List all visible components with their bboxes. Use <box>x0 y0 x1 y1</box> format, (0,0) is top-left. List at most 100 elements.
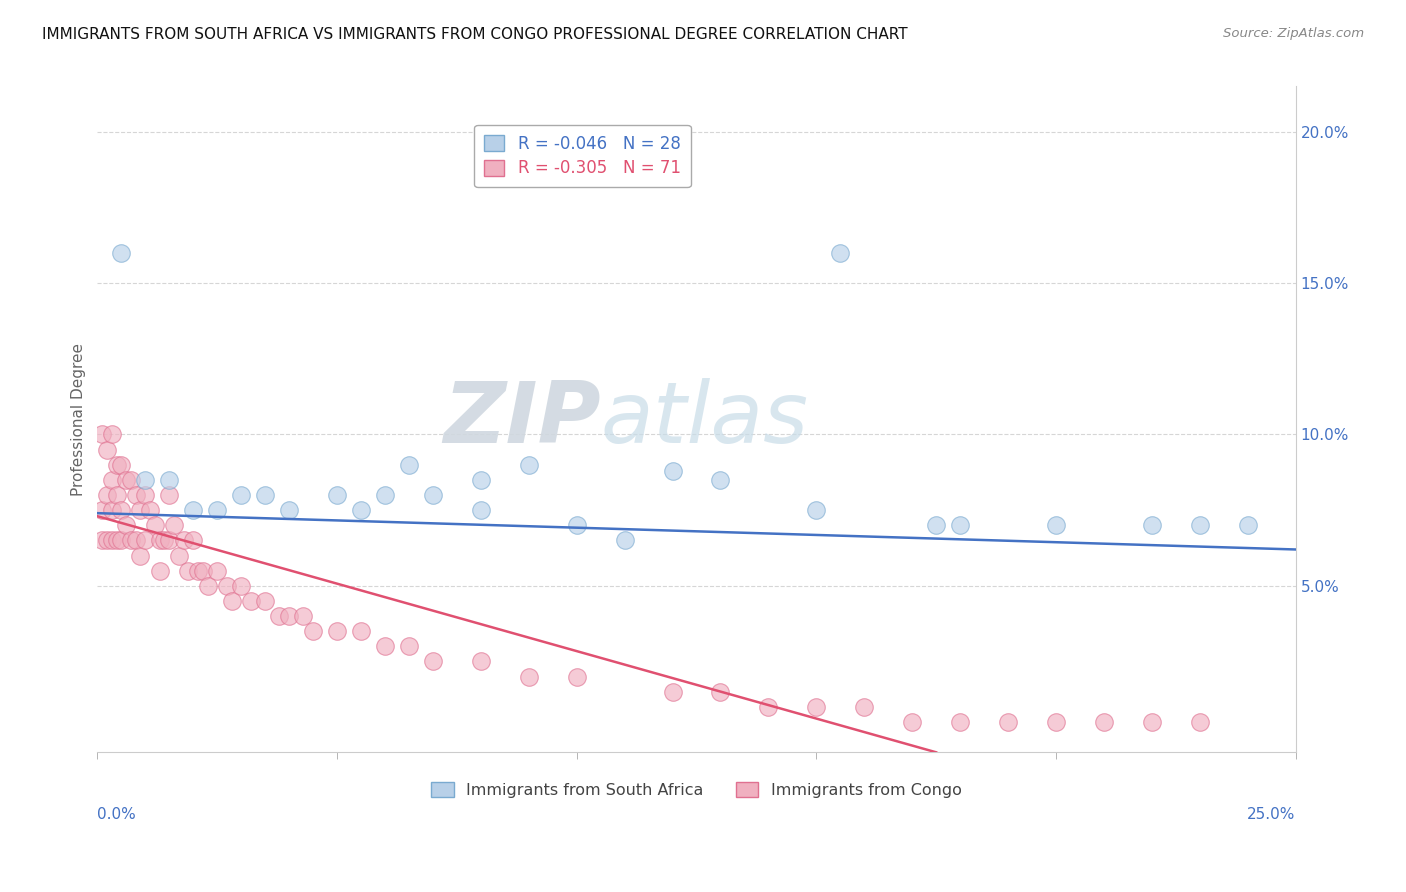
Point <box>997 714 1019 729</box>
Point <box>129 549 152 563</box>
Point <box>661 464 683 478</box>
Point <box>517 670 540 684</box>
Point <box>221 594 243 608</box>
Point <box>110 245 132 260</box>
Point <box>853 699 876 714</box>
Point <box>398 458 420 472</box>
Point <box>709 684 731 698</box>
Point <box>292 609 315 624</box>
Point <box>231 579 253 593</box>
Point <box>167 549 190 563</box>
Point <box>96 533 118 548</box>
Point <box>806 503 828 517</box>
Text: 25.0%: 25.0% <box>1247 806 1295 822</box>
Point <box>470 473 492 487</box>
Point <box>350 624 373 639</box>
Point <box>901 714 924 729</box>
Point <box>110 458 132 472</box>
Point <box>125 533 148 548</box>
Point <box>205 564 228 578</box>
Point <box>374 640 396 654</box>
Point <box>806 699 828 714</box>
Point <box>422 655 444 669</box>
Point <box>278 503 301 517</box>
Point <box>1140 518 1163 533</box>
Point <box>115 518 138 533</box>
Point <box>134 473 156 487</box>
Point <box>163 518 186 533</box>
Point <box>269 609 291 624</box>
Point <box>470 655 492 669</box>
Point <box>105 488 128 502</box>
Point <box>565 518 588 533</box>
Point <box>100 473 122 487</box>
Text: 0.0%: 0.0% <box>97 806 136 822</box>
Point <box>105 533 128 548</box>
Point <box>96 488 118 502</box>
Point <box>157 533 180 548</box>
Point <box>326 624 349 639</box>
Y-axis label: Professional Degree: Professional Degree <box>72 343 86 496</box>
Point <box>326 488 349 502</box>
Point <box>139 503 162 517</box>
Point <box>302 624 325 639</box>
Point <box>215 579 238 593</box>
Point <box>157 488 180 502</box>
Text: ZIP: ZIP <box>443 378 600 461</box>
Point <box>709 473 731 487</box>
Point <box>350 503 373 517</box>
Point <box>157 473 180 487</box>
Point <box>100 427 122 442</box>
Point <box>278 609 301 624</box>
Point <box>1045 714 1067 729</box>
Text: IMMIGRANTS FROM SOUTH AFRICA VS IMMIGRANTS FROM CONGO PROFESSIONAL DEGREE CORREL: IMMIGRANTS FROM SOUTH AFRICA VS IMMIGRAN… <box>42 27 908 42</box>
Point <box>205 503 228 517</box>
Text: atlas: atlas <box>600 378 808 461</box>
Point <box>181 503 204 517</box>
Point <box>1188 714 1211 729</box>
Point <box>91 427 114 442</box>
Point <box>125 488 148 502</box>
Point <box>120 533 142 548</box>
Point <box>100 533 122 548</box>
Point <box>1045 518 1067 533</box>
Point <box>91 533 114 548</box>
Point <box>100 503 122 517</box>
Point <box>1140 714 1163 729</box>
Point <box>91 503 114 517</box>
Point <box>1236 518 1258 533</box>
Point <box>177 564 200 578</box>
Point <box>187 564 209 578</box>
Point <box>129 503 152 517</box>
Point <box>231 488 253 502</box>
Point <box>239 594 262 608</box>
Point <box>143 518 166 533</box>
Point <box>191 564 214 578</box>
Point <box>949 714 972 729</box>
Point <box>398 640 420 654</box>
Point <box>120 473 142 487</box>
Point <box>149 564 172 578</box>
Point <box>517 458 540 472</box>
Point <box>96 442 118 457</box>
Point <box>134 488 156 502</box>
Point <box>1092 714 1115 729</box>
Point <box>756 699 779 714</box>
Point <box>830 245 852 260</box>
Point <box>134 533 156 548</box>
Point <box>1188 518 1211 533</box>
Point <box>613 533 636 548</box>
Point <box>110 533 132 548</box>
Point <box>422 488 444 502</box>
Point <box>197 579 219 593</box>
Point <box>374 488 396 502</box>
Point <box>173 533 195 548</box>
Point <box>949 518 972 533</box>
Point <box>925 518 948 533</box>
Legend: Immigrants from South Africa, Immigrants from Congo: Immigrants from South Africa, Immigrants… <box>425 775 969 805</box>
Point <box>149 533 172 548</box>
Point <box>565 670 588 684</box>
Point <box>110 503 132 517</box>
Point <box>181 533 204 548</box>
Text: Source: ZipAtlas.com: Source: ZipAtlas.com <box>1223 27 1364 40</box>
